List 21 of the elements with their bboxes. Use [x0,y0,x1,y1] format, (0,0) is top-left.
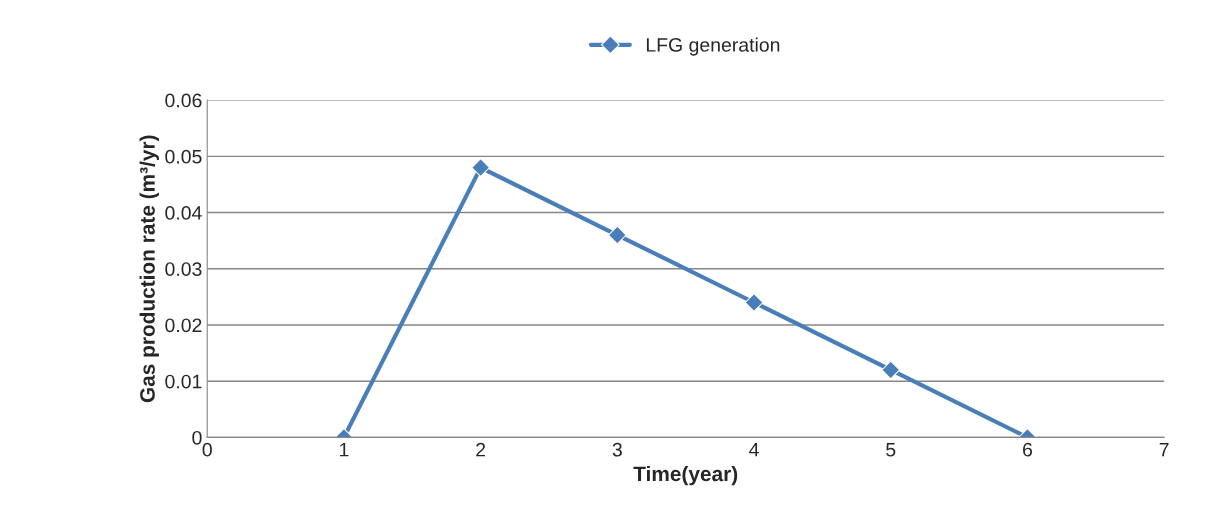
y-tick-label: 0.06 [165,93,202,108]
x-tick-label: 3 [612,442,622,457]
x-tick-label: 1 [340,442,349,457]
x-tick-label: 0 [202,442,212,457]
x-tick-label: 2 [476,442,486,457]
y-tick-label: 0.03 [165,262,202,277]
x-tick-label: 7 [1159,442,1169,457]
point [607,225,627,245]
point [471,158,490,177]
x-tick-label: 5 [886,442,896,457]
y-tick-label: 0.04 [165,206,202,220]
y-tick-label: 0 [192,430,202,445]
legend-label: LFG generation [646,37,780,56]
y-axis-title: Gas production rate (m³/yr) [139,135,159,403]
x-axis-title: Time(year) [633,465,738,486]
point [744,293,764,312]
y-tick-label: 0.02 [165,318,202,333]
y-tick-label: 0.05 [165,149,202,164]
y-tick-label: 0.01 [165,374,202,389]
x-tick-label: 6 [1023,442,1032,457]
x-tick-label: 4 [749,442,759,457]
